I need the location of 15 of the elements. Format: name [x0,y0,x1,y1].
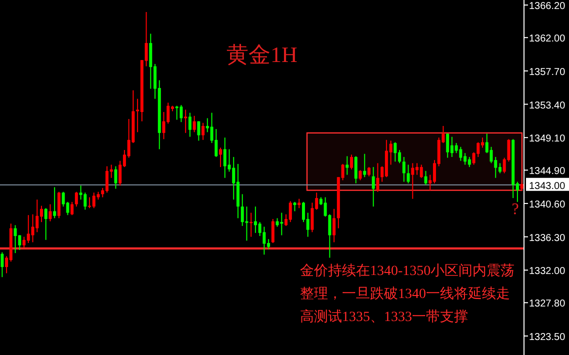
y-tick-label: 1349.10 [529,134,566,145]
y-tick-label: 1357.70 [529,66,566,78]
y-tick-label: 1353.40 [529,100,566,112]
annotation: 金价持续在1340-1350小区间内震荡整理，一旦跌破1340一线将延续走高测试1335、1333一带支撑 [300,263,515,325]
y-tick-label: 1340.60 [529,199,566,210]
y-tick-label: 1323.50 [529,332,566,344]
y-tick-label: 1332.00 [529,266,566,278]
y-tick-label: 1327.80 [529,298,566,310]
y-tick-label: 1336.30 [529,232,566,244]
annotation: ? [512,201,519,218]
y-tick-label: 1362.00 [529,34,566,45]
y-tick-label: 1344.90 [529,166,566,178]
text: 黄金1H [226,42,298,67]
ref-line-label: 1343.00 [529,180,566,192]
y-tick-label: 1366.20 [529,1,566,12]
